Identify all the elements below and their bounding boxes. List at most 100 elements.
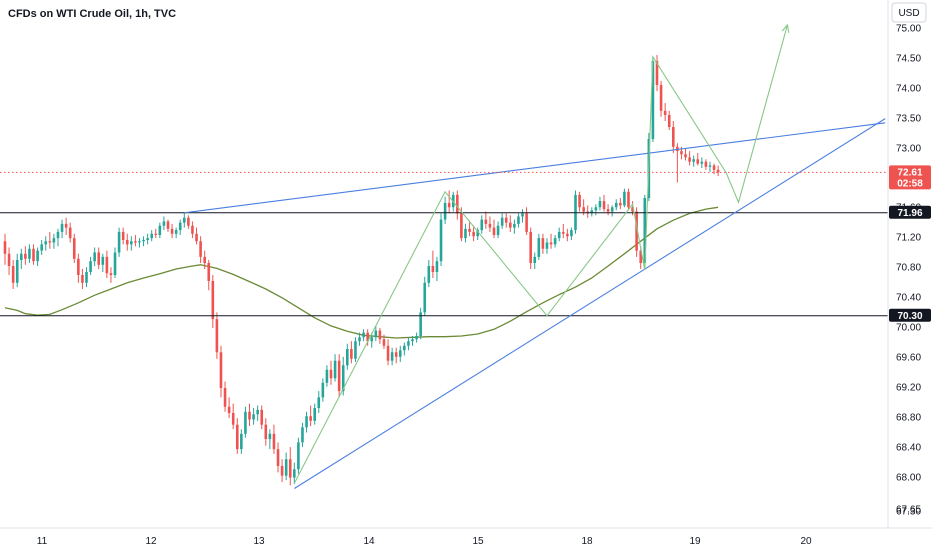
candle-down	[566, 228, 569, 242]
candle-up	[374, 325, 378, 342]
candle-body	[329, 369, 333, 379]
candle-up	[476, 227, 479, 240]
candle-down	[635, 207, 638, 257]
candle-down	[488, 216, 492, 232]
price-badge-value: 71.96	[897, 208, 922, 219]
candle-body	[24, 253, 27, 259]
candle-body	[537, 238, 541, 257]
price-tick-label: 74.00	[896, 84, 921, 95]
candle-up	[398, 345, 402, 362]
candle-body	[651, 61, 655, 139]
candle-down	[561, 223, 565, 239]
candle-body	[154, 233, 158, 235]
candle-up	[178, 219, 182, 235]
candle-body	[321, 382, 325, 398]
candle-down	[211, 275, 215, 328]
candle-up	[28, 244, 31, 263]
candle-up	[150, 230, 153, 242]
price-tick-label: 70.80	[896, 263, 921, 274]
candle-down	[72, 233, 76, 263]
candle-down	[248, 403, 251, 426]
candle-down	[191, 221, 194, 239]
candle-body	[11, 266, 15, 283]
candle-body	[557, 231, 561, 239]
price-badge-bg	[889, 308, 931, 322]
candle-body	[700, 161, 704, 164]
candle-up	[183, 212, 186, 228]
candle-body	[525, 213, 528, 232]
candle-body	[187, 217, 190, 226]
candle-body	[15, 260, 19, 283]
candle-body	[219, 352, 223, 388]
currency-button[interactable]: USD	[891, 2, 927, 23]
candle-down	[382, 334, 386, 349]
date-tick-label: 14	[363, 536, 375, 547]
candle-body	[260, 409, 264, 425]
candle-up	[252, 408, 255, 425]
candle-up	[521, 209, 524, 223]
candle-body	[191, 225, 194, 234]
candle-body	[704, 161, 708, 167]
candle-body	[464, 228, 467, 239]
candle-body	[639, 250, 642, 263]
candle-body	[231, 413, 235, 425]
candle-up	[56, 228, 60, 247]
candle-down	[24, 246, 27, 265]
candle-body	[456, 194, 459, 214]
candle-up	[44, 236, 48, 251]
candle-body	[419, 312, 422, 336]
candle-body	[101, 256, 105, 265]
candle-down	[154, 228, 158, 239]
candle-body	[52, 238, 56, 243]
candle-body	[199, 241, 202, 257]
candle-down	[77, 253, 80, 283]
candle-body	[460, 213, 463, 239]
candle-up	[268, 429, 272, 450]
trendline-lower	[294, 118, 886, 489]
candle-up	[52, 233, 56, 249]
candle-body	[521, 213, 524, 217]
candle-down	[619, 198, 622, 210]
candle-down	[288, 447, 292, 486]
candle-down	[134, 235, 137, 247]
candle-body	[696, 159, 700, 164]
candle-up	[594, 204, 598, 216]
candle-body	[492, 227, 496, 235]
candle-down	[105, 250, 109, 278]
candle-down	[655, 55, 659, 91]
candle-up	[130, 236, 133, 251]
candle-body	[264, 424, 268, 439]
candle-body	[68, 227, 72, 239]
candle-up	[89, 256, 92, 275]
date-tick-label: 19	[689, 536, 701, 547]
time-axis: 11 12 13 14 15 18 19 20	[37, 536, 812, 547]
candle-down	[509, 215, 512, 232]
candle-body	[659, 85, 663, 111]
candle-body	[488, 223, 492, 228]
candle-body	[313, 408, 316, 421]
candle-down	[627, 188, 630, 211]
candle-body	[411, 339, 414, 342]
candle-body	[354, 341, 357, 359]
date-tick-label: 18	[581, 536, 593, 547]
candle-body	[211, 281, 215, 320]
price-tick-label: 75.00	[896, 24, 921, 35]
candle-body	[36, 250, 39, 262]
candle-up	[403, 342, 406, 356]
candle-up	[297, 437, 300, 474]
candle-up	[60, 219, 64, 239]
candle-down	[125, 233, 129, 251]
candle-body	[3, 241, 7, 254]
candle-down	[199, 236, 202, 263]
candle-up	[358, 332, 361, 346]
candle-up	[574, 190, 577, 234]
date-tick-label: 15	[472, 536, 484, 547]
candle-body	[183, 217, 186, 223]
candle-body	[688, 157, 691, 162]
candle-down	[280, 459, 284, 483]
candle-body	[272, 433, 276, 450]
candle-body	[663, 110, 667, 115]
candle-body	[431, 266, 435, 272]
